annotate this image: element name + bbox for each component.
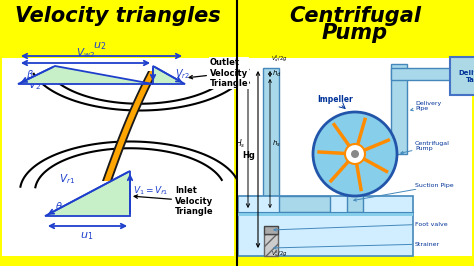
Text: $V_{r1}$: $V_{r1}$ [59,172,75,186]
Bar [264,226,278,234]
Text: Delivery
Tank: Delivery Tank [0,265,1,266]
Text: $h_d$: $h_d$ [272,69,282,79]
Polygon shape [153,66,185,84]
Text: Velocity triangles: Velocity triangles [15,6,221,26]
Circle shape [313,112,397,196]
Circle shape [345,144,365,164]
Text: $\beta$: $\beta$ [26,68,34,82]
Bar [391,64,407,154]
Text: Suction Pipe: Suction Pipe [354,184,454,201]
Text: Foot valve: Foot valve [274,222,447,231]
Bar [263,68,279,251]
Text: $V_{r2}$: $V_{r2}$ [175,67,190,81]
Text: $V_{w2}$: $V_{w2}$ [75,46,94,60]
Text: $\alpha$: $\alpha$ [109,202,118,212]
Text: Inlet
Velocity
Triangle: Inlet Velocity Triangle [134,186,214,216]
Text: $V_{f2}$: $V_{f2}$ [156,69,171,83]
Bar [238,58,472,256]
Polygon shape [104,71,156,181]
Bar [279,196,330,212]
Text: $\Phi$: $\Phi$ [160,70,169,82]
Polygon shape [18,66,153,84]
Text: $u_1$: $u_1$ [81,230,94,242]
Text: Delivery
Pipe: Delivery Pipe [411,101,441,111]
Text: $\theta$: $\theta$ [55,200,63,212]
Polygon shape [102,71,158,181]
Text: $V_s^2/2g$: $V_s^2/2g$ [271,249,288,259]
Text: $H_s$: $H_s$ [235,138,245,150]
Bar [2,58,234,256]
Text: Hg: Hg [242,152,255,160]
Text: Pump: Pump [322,23,388,43]
Text: Impeller: Impeller [317,95,353,104]
Text: Outlet
Velocity
Triangle: Outlet Velocity Triangle [189,58,249,88]
FancyBboxPatch shape [450,57,474,95]
Text: Strainer: Strainer [274,242,440,249]
Polygon shape [45,171,130,216]
Bar [238,196,413,256]
Text: Centrifugal: Centrifugal [289,6,421,26]
Text: $h_s$: $h_s$ [272,139,281,149]
Text: $V_1 = V_{f1}$: $V_1 = V_{f1}$ [133,185,168,197]
Bar [347,179,363,212]
Text: $V_d^2/2g$: $V_d^2/2g$ [271,54,288,64]
Bar [391,68,451,80]
Text: Centrifugal
Pump: Centrifugal Pump [401,141,450,154]
Text: $u_2$: $u_2$ [93,40,107,52]
Bar [238,212,413,216]
Text: $V_2$: $V_2$ [28,78,41,92]
Circle shape [351,150,359,158]
Text: Delivery
Tank: Delivery Tank [458,69,474,82]
Bar [264,234,278,256]
